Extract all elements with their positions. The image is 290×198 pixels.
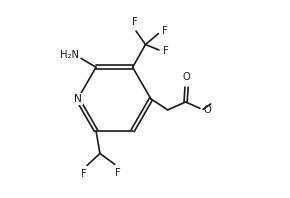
- Text: F: F: [81, 169, 87, 179]
- Text: N: N: [74, 94, 81, 104]
- Text: F: F: [132, 17, 137, 27]
- Text: O: O: [203, 105, 211, 115]
- Text: F: F: [162, 46, 168, 56]
- Text: O: O: [183, 72, 191, 82]
- Text: F: F: [115, 168, 121, 178]
- Text: F: F: [162, 26, 168, 36]
- Text: H₂N: H₂N: [60, 50, 79, 60]
